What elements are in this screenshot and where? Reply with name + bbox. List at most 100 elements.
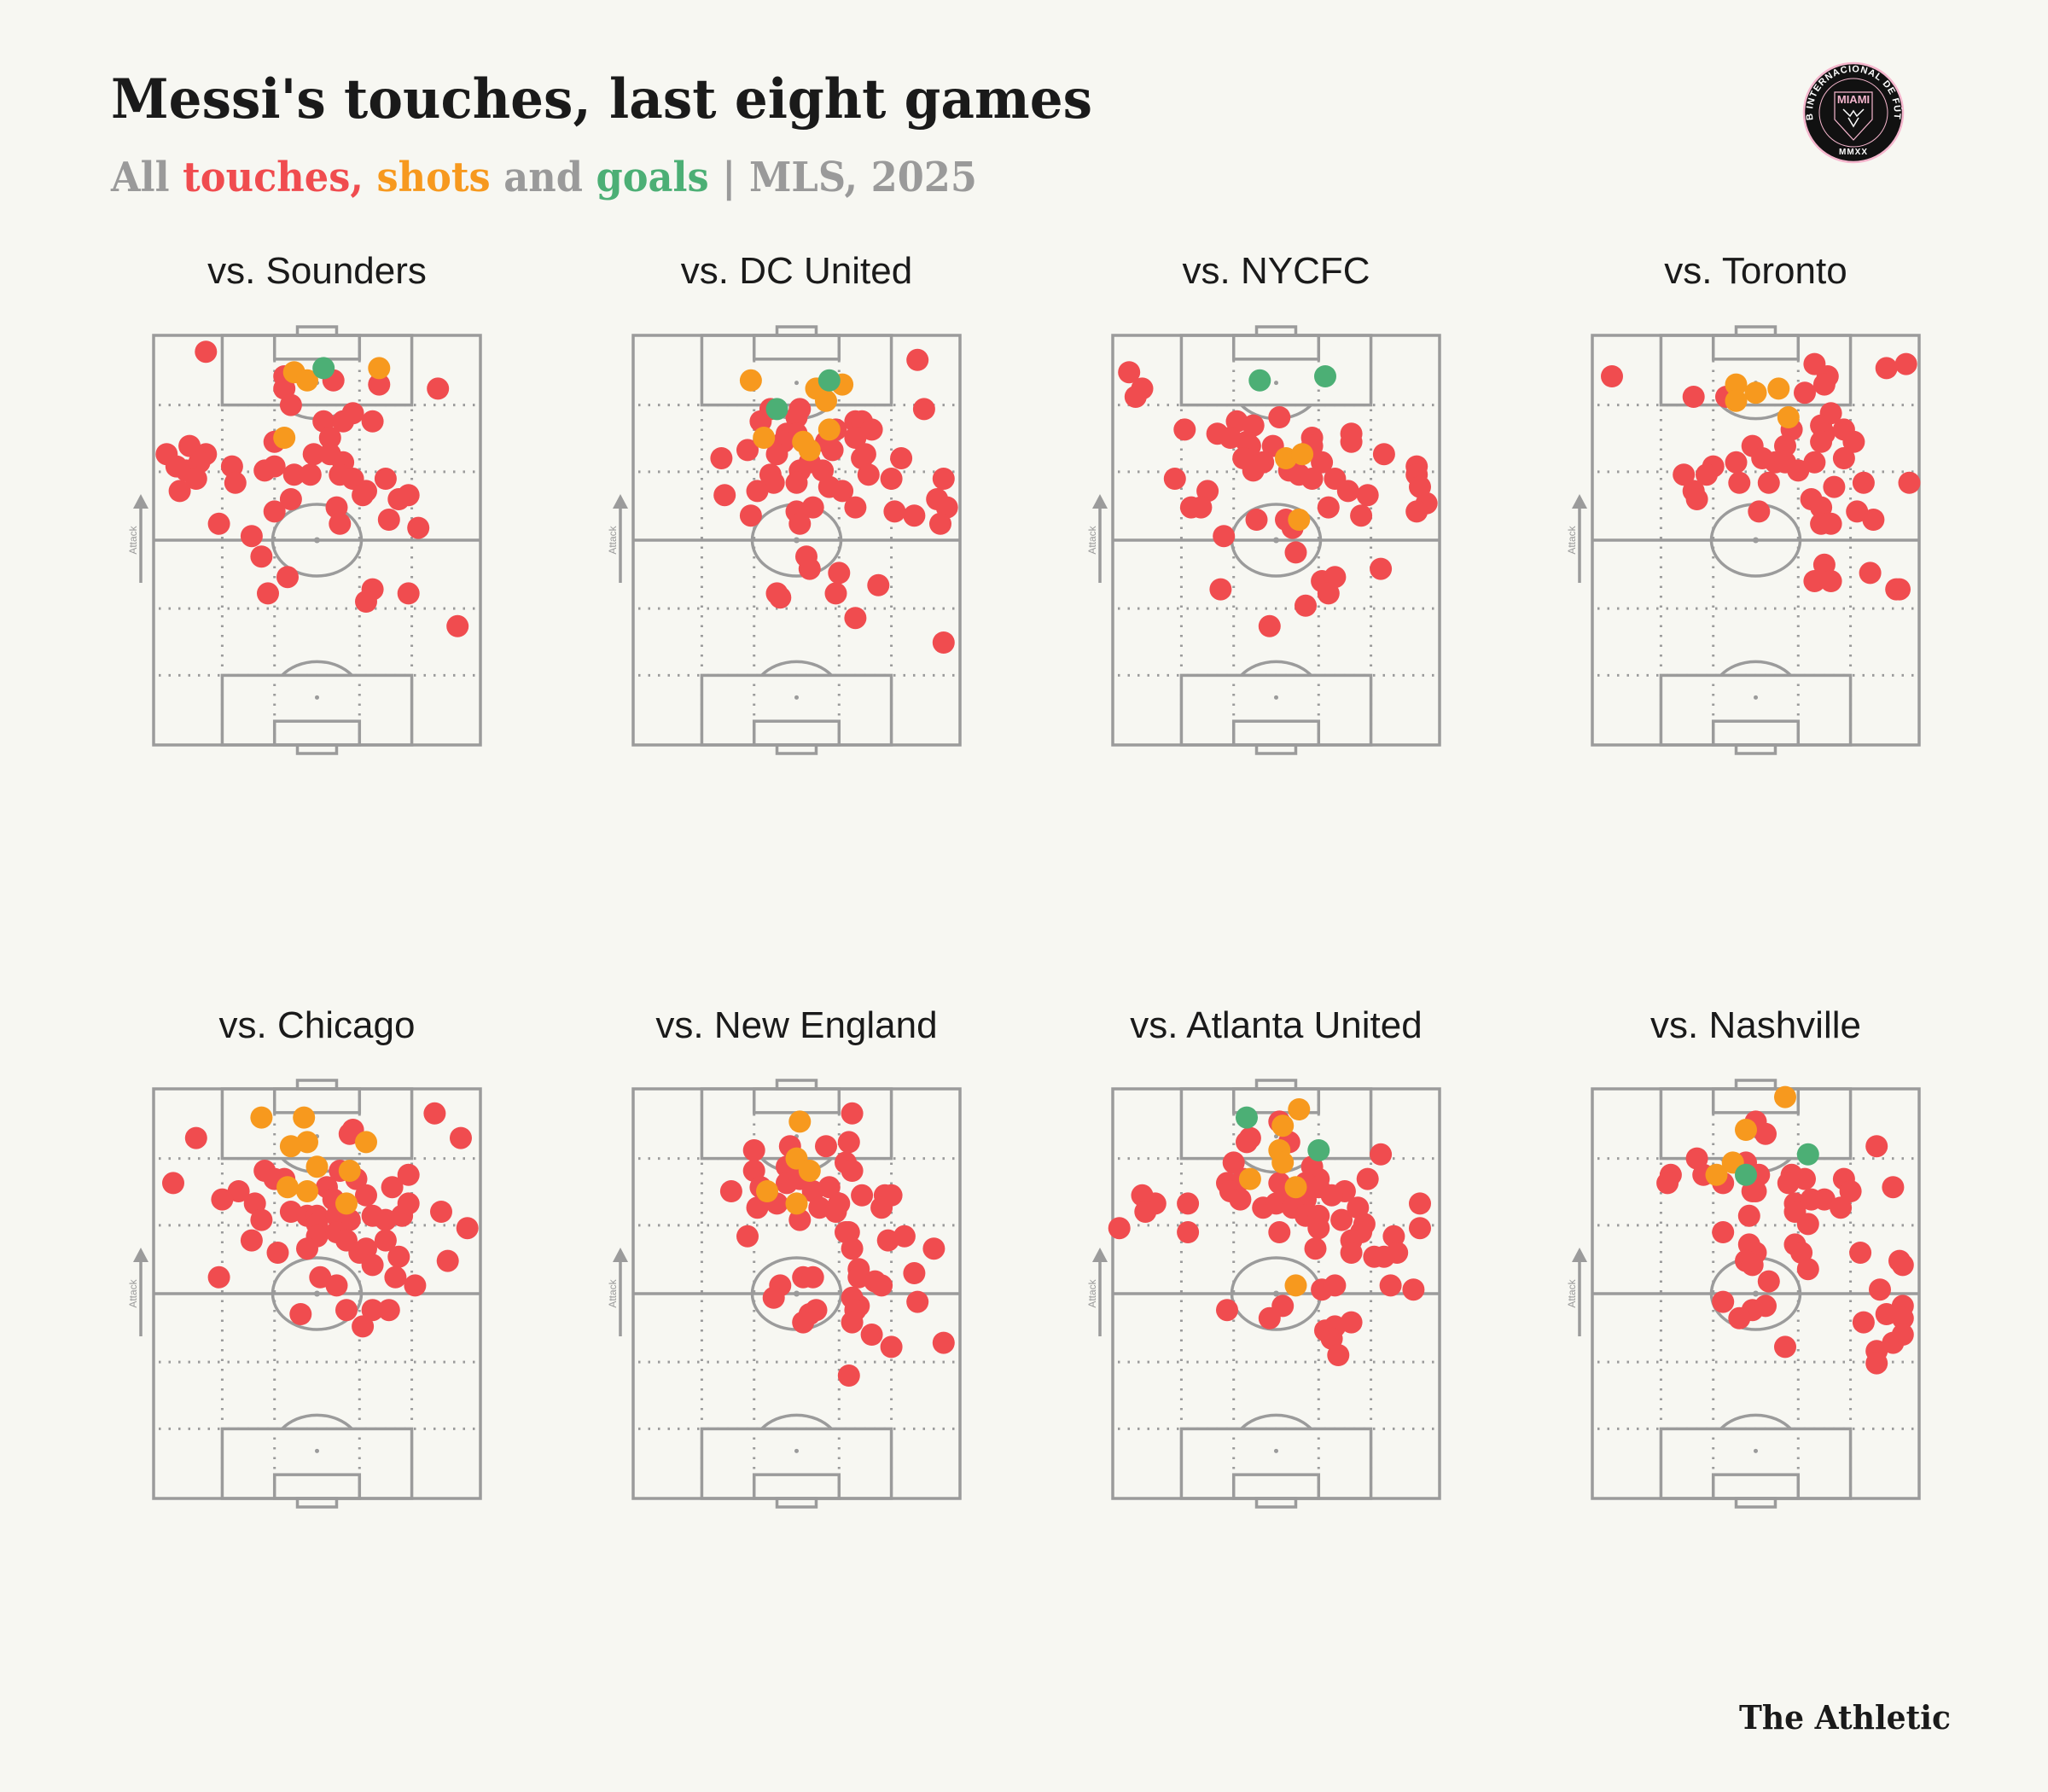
defending-penalty-spot [794,1448,799,1453]
touch-dot [282,463,305,486]
touch-dot [785,406,808,428]
touch-dot [361,410,384,433]
shot-dot [785,1192,808,1215]
defending-penalty-arc [760,660,833,677]
defending-penalty-spot [1274,1448,1278,1453]
attack-arrowhead-icon [1092,494,1108,509]
touch-dot [423,1102,446,1125]
touch-dot [1796,1258,1819,1281]
defending-penalty-spot [315,695,319,700]
touch-dot [1317,582,1340,605]
defending-goal [1734,743,1777,755]
touch-dot [1796,1213,1819,1236]
touch-dot [207,512,230,535]
touch-dot [257,582,279,605]
touch-dot [1409,1192,1431,1215]
touch-dot [817,1176,841,1199]
touch-dot [1849,1242,1872,1264]
defending-goal [775,1497,818,1509]
attacking-goal [1254,325,1298,337]
touch-dot [377,1299,400,1322]
legend-touches: touches, [183,154,364,201]
touch-dot [857,463,880,486]
touch-dot [1409,1217,1431,1240]
defending-penalty-spot [315,1448,319,1453]
touch-dot [906,348,929,371]
touch-dot [798,557,821,580]
attacking-penalty-spot [794,381,799,386]
touch-dot [1268,406,1291,428]
shot-dot [798,1160,821,1182]
shot-dot [1284,1176,1307,1199]
touch-dot [1229,1188,1252,1211]
touch-dot [1173,418,1196,441]
touch-dot [1209,578,1232,601]
touch-dot [374,468,397,490]
attack-arrowhead-icon [1092,1248,1108,1262]
shot-dot [1744,381,1767,404]
goal-dot [1248,369,1271,392]
shot-dot [1284,1274,1307,1297]
touch-dot [801,1265,824,1289]
touch-dot [1891,1306,1914,1329]
attack-arrowhead-icon [133,494,148,509]
pitch-panel: vs. Sounders Attack [127,250,482,755]
touch-dot [1372,1245,1395,1268]
defending-goal [1734,1497,1777,1509]
touch-dot [211,1188,234,1211]
attacking-goal [1734,1079,1777,1091]
goal-dot [1314,365,1336,387]
touch-dot [1888,578,1911,601]
touch-dot [1336,480,1359,503]
touch-dot [384,1265,407,1289]
touch-dot [309,1265,332,1289]
shot-dot [1288,509,1311,531]
touch-dot [1268,1221,1291,1243]
touch-dot [240,525,263,548]
touch-dot [765,443,788,466]
goal-dot [312,357,335,380]
touch-dot [739,504,762,527]
touch-dot [456,1217,479,1240]
touch-dot [1356,1167,1379,1190]
touch-dot [404,1274,427,1297]
logo-inner-ring [1818,78,1888,148]
touch-dot [903,1262,926,1284]
shot-dot [756,1180,778,1202]
touch-dot [1222,1151,1245,1174]
touch-dot [184,468,207,490]
touch-dot [302,443,325,466]
touch-dot [1748,500,1771,523]
touch-dot [828,1192,851,1215]
touch-dot [1741,1254,1764,1277]
touch-dot [1242,459,1265,482]
touch-dot [1324,1274,1347,1297]
touch-dot [837,1131,860,1154]
touch-dot [263,455,286,478]
touch-dot [912,398,935,421]
shot-dot [1271,1114,1295,1137]
touch-dot [1108,1217,1131,1240]
touch-dot [318,427,341,449]
touch-dot [387,1245,410,1268]
touch-dot [1370,1143,1393,1166]
goal-dot [1735,1163,1757,1186]
touch-dot [785,471,808,494]
shot-dot [739,369,762,392]
attacking-goal [295,1079,339,1091]
touch-dot [1682,386,1705,408]
touch-dot [870,1274,893,1297]
attack-label: Attack [1566,1278,1578,1307]
defending-penalty-arc [281,660,353,677]
touch-dot [932,1331,955,1354]
shot-dot [250,1106,273,1129]
touch-dot [1304,1237,1327,1260]
touch-dot [1402,1278,1425,1301]
defending-goal [295,1497,339,1509]
panel-title: vs. Atlanta United [1130,1004,1422,1046]
touch-dot [1317,496,1340,519]
touch-dot [932,631,955,654]
shot-dot [338,1160,361,1182]
centre-spot [314,537,320,544]
